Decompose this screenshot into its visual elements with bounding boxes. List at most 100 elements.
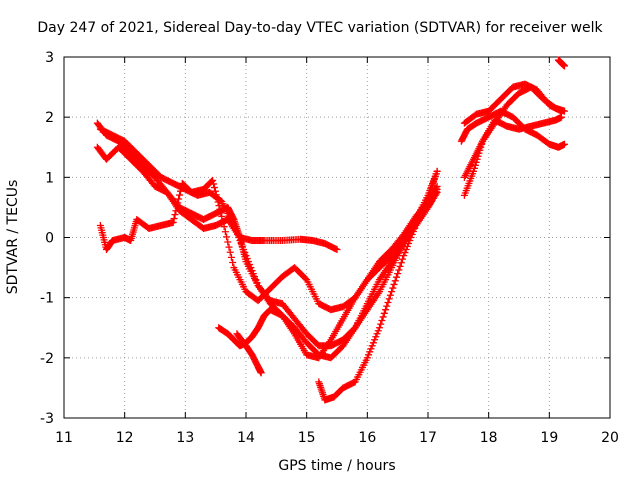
data-point: [211, 187, 219, 195]
data-point: [363, 354, 371, 362]
data-point: [243, 255, 251, 263]
data-point: [407, 234, 415, 241]
data-point: [384, 298, 392, 306]
data-point: [375, 324, 383, 332]
data-point: [368, 342, 376, 350]
data-point: [215, 202, 223, 210]
data-point: [474, 152, 482, 160]
data-point: [235, 234, 243, 241]
y-tick-label: -2: [40, 351, 54, 367]
y-tick-label: 0: [45, 231, 54, 247]
series-track-f: [233, 330, 265, 377]
data-point: [220, 223, 228, 231]
data-point: [219, 218, 227, 226]
data-point: [227, 253, 235, 261]
data-point: [171, 211, 179, 219]
data-point: [213, 194, 221, 202]
series-track-a: [93, 119, 341, 254]
x-tick-label: 16: [358, 430, 376, 446]
data-point: [234, 230, 242, 238]
data-point: [433, 167, 441, 175]
series-track-g: [315, 185, 441, 404]
y-tick-label: 2: [45, 110, 54, 126]
data-point: [391, 277, 399, 285]
data-point: [246, 261, 254, 269]
data-point: [389, 284, 397, 292]
series-track-k: [460, 113, 565, 199]
data-point: [230, 221, 238, 229]
data-point: [408, 230, 416, 238]
data-point: [382, 306, 390, 314]
data-point: [392, 273, 400, 281]
data-point: [257, 369, 265, 377]
data-point: [301, 274, 309, 282]
x-tick-label: 15: [298, 430, 316, 446]
data-point: [400, 252, 408, 260]
data-point: [397, 259, 405, 267]
data-point: [210, 184, 218, 192]
data-point: [170, 215, 178, 223]
series-track-i: [460, 83, 568, 181]
series-track-j: [460, 80, 565, 127]
data-point: [472, 158, 480, 166]
data-point: [250, 273, 258, 281]
x-tick-label: 17: [419, 430, 437, 446]
x-tick-label: 19: [540, 430, 558, 446]
x-tick-labels: 11 12 13 14 15 16 17 18 19 20: [55, 430, 619, 446]
y-tick-label: -1: [40, 291, 54, 307]
data-point: [373, 330, 381, 338]
data-point: [218, 212, 226, 220]
data-point: [224, 238, 232, 246]
grid-lines: [64, 57, 610, 418]
data-point: [385, 295, 393, 303]
x-tick-label: 20: [601, 430, 619, 446]
data-point: [366, 348, 374, 356]
data-point: [402, 246, 410, 254]
data-point: [411, 224, 419, 232]
data-point: [216, 205, 224, 213]
data-point: [173, 203, 181, 211]
data-point: [367, 345, 375, 353]
data-point: [238, 243, 246, 251]
data-point: [401, 249, 409, 257]
data-point: [247, 264, 255, 272]
data-point: [244, 258, 252, 266]
data-series: [93, 56, 568, 404]
data-point: [561, 62, 568, 70]
data-point: [395, 266, 403, 274]
x-tick-label: 14: [237, 430, 255, 446]
y-tick-label: -3: [40, 411, 54, 427]
data-point: [176, 191, 184, 199]
data-point: [557, 107, 565, 115]
data-point: [473, 155, 481, 163]
data-point: [388, 288, 396, 296]
series-track-c: [96, 125, 441, 362]
data-point: [379, 313, 387, 321]
x-tick-label: 12: [116, 430, 134, 446]
data-point: [214, 198, 222, 206]
data-point: [237, 240, 245, 248]
data-point: [409, 227, 417, 235]
data-point: [471, 161, 479, 169]
y-tick-label: 1: [45, 170, 54, 186]
data-point: [377, 320, 385, 328]
data-point: [394, 270, 402, 278]
data-point: [403, 243, 411, 251]
data-point: [169, 218, 177, 226]
data-point: [174, 199, 182, 207]
y-tick-label: 3: [45, 50, 54, 66]
x-tick-label: 18: [480, 430, 498, 446]
chart-title: Day 247 of 2021, Sidereal Day-to-day VTE…: [37, 20, 603, 36]
data-point: [396, 262, 404, 270]
data-point: [433, 185, 441, 193]
data-point: [369, 339, 377, 347]
data-point: [470, 167, 477, 175]
data-point: [470, 164, 478, 172]
data-point: [221, 228, 229, 236]
data-point: [210, 180, 218, 188]
data-point: [380, 309, 388, 317]
data-point: [477, 143, 485, 151]
series-track-b: [93, 143, 441, 350]
x-axis-label: GPS time / hours: [278, 458, 395, 474]
